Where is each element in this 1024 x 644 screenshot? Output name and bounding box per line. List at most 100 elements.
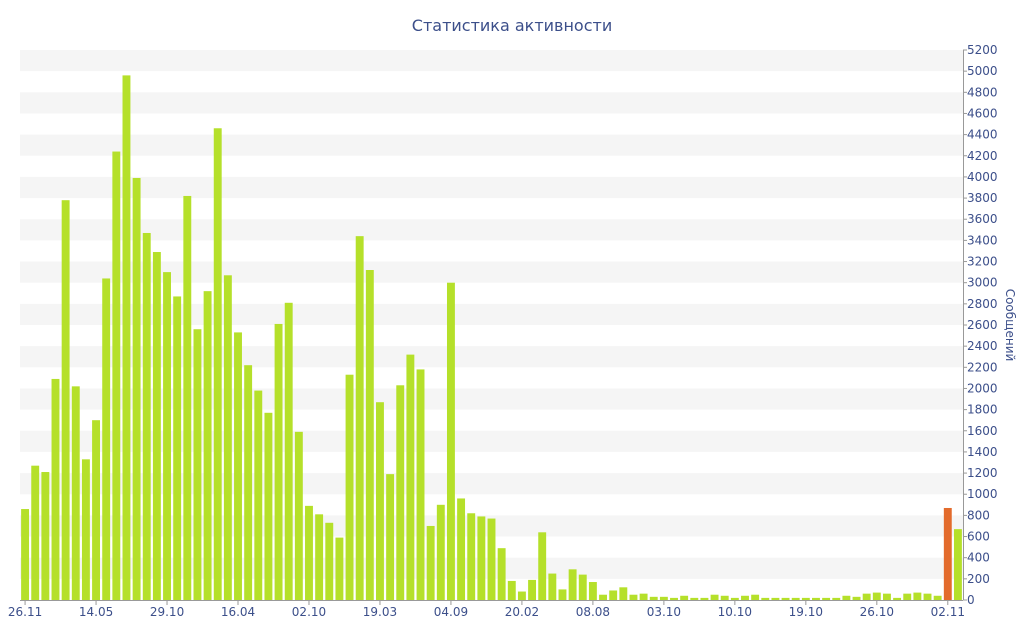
bar[interactable] bbox=[832, 597, 841, 600]
bar[interactable] bbox=[325, 522, 334, 600]
bar[interactable] bbox=[680, 595, 689, 600]
bar[interactable] bbox=[426, 525, 435, 600]
bar[interactable] bbox=[558, 589, 567, 600]
bar[interactable] bbox=[467, 513, 476, 600]
bar[interactable] bbox=[284, 302, 293, 600]
bar[interactable] bbox=[376, 402, 384, 600]
bar[interactable] bbox=[507, 580, 516, 600]
bar[interactable] bbox=[862, 593, 871, 600]
bar[interactable] bbox=[142, 232, 151, 600]
bar[interactable] bbox=[761, 597, 770, 600]
bar[interactable] bbox=[528, 579, 537, 600]
bar[interactable] bbox=[588, 582, 597, 600]
grid-band bbox=[20, 176, 963, 199]
bar[interactable] bbox=[791, 597, 800, 600]
bar[interactable] bbox=[41, 472, 50, 600]
bar[interactable] bbox=[305, 505, 313, 600]
x-tick-label: 19.03 bbox=[363, 605, 397, 619]
bar[interactable] bbox=[152, 252, 161, 600]
bar[interactable] bbox=[457, 498, 466, 600]
bar[interactable] bbox=[31, 465, 40, 600]
x-tick-label: 29.10 bbox=[150, 605, 184, 619]
bar[interactable] bbox=[670, 597, 678, 600]
bar[interactable] bbox=[254, 390, 263, 600]
bar[interactable] bbox=[213, 128, 222, 600]
bar[interactable] bbox=[923, 593, 932, 600]
bar[interactable] bbox=[365, 270, 374, 600]
bar[interactable] bbox=[903, 593, 912, 600]
bar[interactable] bbox=[751, 594, 760, 600]
bar[interactable] bbox=[538, 532, 547, 600]
bar[interactable] bbox=[183, 195, 192, 600]
bar[interactable] bbox=[416, 369, 425, 600]
bar[interactable] bbox=[244, 365, 253, 600]
bar[interactable] bbox=[953, 529, 962, 600]
bar[interactable] bbox=[112, 151, 121, 601]
bar-highlighted[interactable] bbox=[943, 507, 952, 600]
bar[interactable] bbox=[852, 596, 861, 600]
bar[interactable] bbox=[741, 595, 749, 600]
bar[interactable] bbox=[386, 474, 395, 600]
bar[interactable] bbox=[446, 282, 455, 600]
bar[interactable] bbox=[720, 595, 729, 600]
bar[interactable] bbox=[609, 590, 618, 600]
bar[interactable] bbox=[477, 516, 486, 600]
bar[interactable] bbox=[801, 597, 810, 600]
bar[interactable] bbox=[315, 514, 324, 600]
bar[interactable] bbox=[700, 597, 709, 600]
bar[interactable] bbox=[203, 291, 212, 600]
bar[interactable] bbox=[649, 596, 658, 600]
bar[interactable] bbox=[406, 354, 415, 600]
bar[interactable] bbox=[517, 591, 526, 600]
bar[interactable] bbox=[71, 386, 80, 600]
bar[interactable] bbox=[487, 518, 496, 600]
bar[interactable] bbox=[781, 597, 790, 600]
bar[interactable] bbox=[163, 272, 171, 600]
bar[interactable] bbox=[173, 296, 182, 600]
bar[interactable] bbox=[639, 593, 648, 600]
y-tick-label: 1400 bbox=[967, 445, 998, 459]
bar[interactable] bbox=[122, 75, 131, 600]
bar[interactable] bbox=[234, 332, 242, 600]
bar[interactable] bbox=[345, 374, 354, 600]
bar[interactable] bbox=[355, 236, 364, 600]
bar[interactable] bbox=[294, 431, 303, 600]
bar[interactable] bbox=[659, 596, 668, 600]
bar[interactable] bbox=[335, 537, 344, 600]
bar[interactable] bbox=[619, 587, 628, 600]
bar[interactable] bbox=[396, 385, 405, 600]
bar[interactable] bbox=[913, 592, 922, 600]
bar[interactable] bbox=[264, 412, 273, 600]
bar[interactable] bbox=[872, 592, 881, 600]
bar[interactable] bbox=[51, 378, 60, 600]
bar[interactable] bbox=[730, 597, 739, 600]
bar[interactable] bbox=[578, 574, 587, 600]
bar[interactable] bbox=[61, 200, 70, 600]
bar[interactable] bbox=[893, 597, 902, 600]
bar[interactable] bbox=[497, 548, 506, 600]
bar[interactable] bbox=[933, 595, 942, 600]
bar[interactable] bbox=[690, 597, 699, 600]
bar[interactable] bbox=[21, 509, 30, 600]
x-tick-label: 14.05 bbox=[79, 605, 113, 619]
bar[interactable] bbox=[223, 275, 232, 600]
bar[interactable] bbox=[710, 594, 719, 600]
bar[interactable] bbox=[92, 420, 101, 600]
bar[interactable] bbox=[81, 459, 90, 600]
bar[interactable] bbox=[822, 597, 831, 600]
bar[interactable] bbox=[842, 595, 851, 600]
y-tick-label: 3200 bbox=[967, 255, 998, 269]
bar[interactable] bbox=[882, 593, 891, 600]
bar[interactable] bbox=[629, 594, 638, 600]
bar[interactable] bbox=[568, 569, 577, 600]
bar[interactable] bbox=[102, 278, 111, 600]
bar[interactable] bbox=[771, 597, 780, 600]
bar[interactable] bbox=[436, 504, 445, 600]
bar[interactable] bbox=[812, 597, 820, 600]
bar[interactable] bbox=[599, 594, 607, 600]
bar[interactable] bbox=[548, 573, 557, 600]
bar[interactable] bbox=[193, 329, 202, 600]
bar[interactable] bbox=[274, 323, 283, 600]
grid-band bbox=[20, 134, 963, 156]
bar[interactable] bbox=[132, 177, 141, 600]
